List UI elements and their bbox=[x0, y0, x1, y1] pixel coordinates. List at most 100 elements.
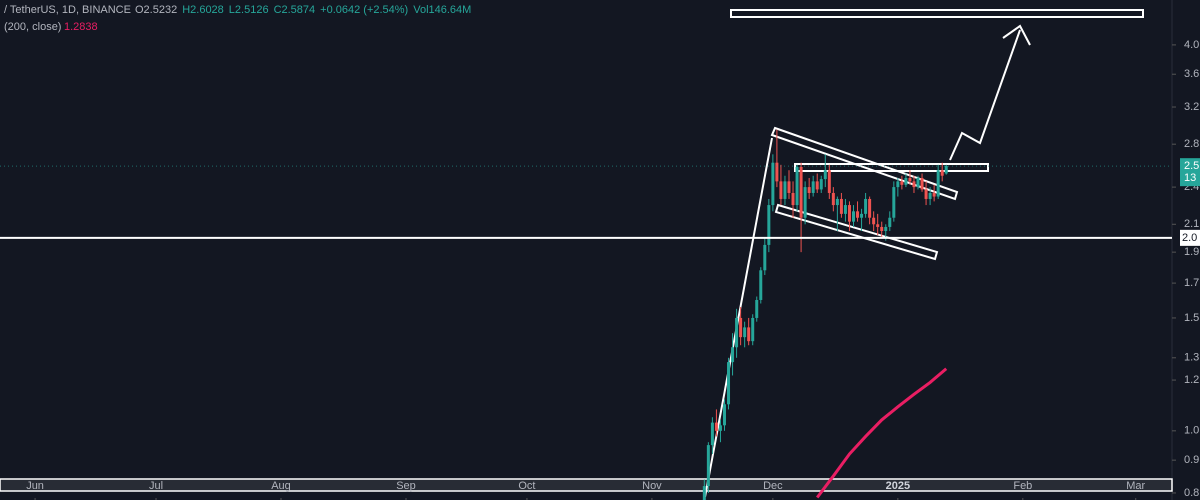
candle-body bbox=[940, 170, 944, 176]
candle-body bbox=[843, 205, 847, 214]
candle-body bbox=[912, 181, 916, 188]
flag-pole bbox=[704, 137, 773, 498]
candle-body bbox=[747, 327, 751, 342]
candle-body bbox=[880, 226, 884, 231]
candle-body bbox=[924, 189, 928, 199]
arrow-head bbox=[1002, 24, 1031, 46]
candle-body bbox=[743, 327, 747, 338]
x-tick-label: Jul bbox=[149, 480, 163, 492]
candle-body bbox=[835, 198, 839, 206]
candle-body bbox=[856, 211, 860, 218]
candle-body bbox=[831, 192, 835, 206]
projection-arrow bbox=[949, 29, 1021, 161]
candle-body bbox=[771, 162, 775, 206]
ohlc-value: C2.5874 bbox=[274, 4, 316, 16]
x-tick-label: Nov bbox=[642, 480, 662, 492]
candle-body bbox=[916, 177, 920, 188]
candle-body bbox=[702, 486, 706, 500]
candle-body bbox=[928, 192, 932, 199]
ma-line bbox=[816, 367, 948, 499]
support-zone bbox=[0, 478, 1173, 492]
candle-body bbox=[932, 192, 936, 197]
candle-body bbox=[888, 217, 892, 227]
candle-body bbox=[787, 181, 791, 193]
y-tick-label: 1.2 bbox=[1184, 374, 1199, 386]
candle-body bbox=[892, 187, 896, 218]
level-label: 2.0 bbox=[1182, 232, 1197, 244]
y-tick-label: 2.8 bbox=[1184, 138, 1199, 150]
flag-upper bbox=[770, 126, 959, 201]
candle-body bbox=[763, 244, 767, 271]
candle-body bbox=[847, 205, 851, 222]
candle-body bbox=[908, 177, 912, 182]
candle-body bbox=[775, 162, 779, 182]
ohlc-value: Vol146.64M bbox=[413, 4, 471, 16]
ohlc-value: +0.0642 (+2.54%) bbox=[320, 4, 408, 16]
level-tag bbox=[1180, 229, 1200, 246]
candle-body bbox=[839, 198, 843, 214]
candle-body bbox=[735, 317, 739, 348]
candle-body bbox=[815, 181, 819, 190]
candle-body bbox=[718, 425, 722, 431]
indicator-value: 1.2838 bbox=[64, 21, 98, 33]
candle-body bbox=[767, 205, 771, 245]
candle-body bbox=[936, 170, 940, 197]
y-tick-label: 3.2 bbox=[1184, 101, 1199, 113]
resistance-zone bbox=[794, 163, 989, 172]
candle-body bbox=[779, 181, 783, 199]
ohlc-value: O2.5232 bbox=[135, 4, 177, 16]
y-tick-label: 1.9 bbox=[1184, 246, 1199, 258]
price-tag-label: 2.5 bbox=[1184, 160, 1199, 172]
candle-body bbox=[904, 177, 908, 185]
y-tick-label: 2.1 bbox=[1184, 218, 1199, 230]
candle-body bbox=[876, 224, 880, 227]
candle-body bbox=[851, 211, 855, 222]
candle-body bbox=[706, 445, 710, 487]
x-tick-label: Mar bbox=[1126, 480, 1145, 492]
candle-body bbox=[807, 187, 811, 193]
candle-body bbox=[795, 166, 799, 206]
candle-body bbox=[864, 198, 868, 214]
candle-body bbox=[827, 170, 831, 193]
candle-body bbox=[900, 181, 904, 185]
candle-body bbox=[811, 181, 815, 193]
target-zone bbox=[730, 9, 1144, 18]
x-tick-label: Oct bbox=[518, 480, 535, 492]
x-tick-label: Dec bbox=[763, 480, 783, 492]
candle-body bbox=[727, 362, 731, 405]
x-tick-label: Aug bbox=[271, 480, 291, 492]
y-tick-label: 1.7 bbox=[1184, 277, 1199, 289]
ohlc-value: L2.5126 bbox=[229, 4, 269, 16]
candle-body bbox=[884, 226, 888, 231]
candle-body bbox=[872, 217, 876, 225]
candle-body bbox=[819, 179, 823, 190]
candle-body bbox=[714, 422, 718, 431]
candle-body bbox=[803, 187, 807, 218]
ohlc-value: H2.6028 bbox=[182, 4, 224, 16]
candle-body bbox=[944, 165, 948, 174]
candle-body bbox=[722, 404, 726, 426]
x-tick-label: 2025 bbox=[886, 480, 910, 492]
candle-body bbox=[731, 347, 735, 363]
candle-body bbox=[868, 198, 872, 218]
price-tag bbox=[1180, 158, 1200, 187]
candle-body bbox=[710, 422, 714, 446]
y-tick-label: 0.9 bbox=[1184, 454, 1199, 466]
flag-lower bbox=[774, 203, 939, 261]
candle-body bbox=[823, 170, 827, 180]
candle-body bbox=[920, 177, 924, 190]
x-tick-label: Sep bbox=[396, 480, 416, 492]
y-tick-label: 0.8 bbox=[1184, 487, 1199, 499]
x-tick-label: Feb bbox=[1013, 480, 1032, 492]
countdown-label: 13 bbox=[1184, 172, 1196, 184]
candle-body bbox=[799, 166, 803, 218]
indicator-label: (200, close) bbox=[4, 21, 61, 33]
candle-body bbox=[860, 213, 864, 218]
chart-title: / TetherUS, 1D, BINANCE bbox=[4, 4, 131, 16]
x-tick-label: Jun bbox=[26, 480, 44, 492]
candle-body bbox=[783, 181, 787, 199]
y-tick-label: 3.6 bbox=[1184, 68, 1199, 80]
